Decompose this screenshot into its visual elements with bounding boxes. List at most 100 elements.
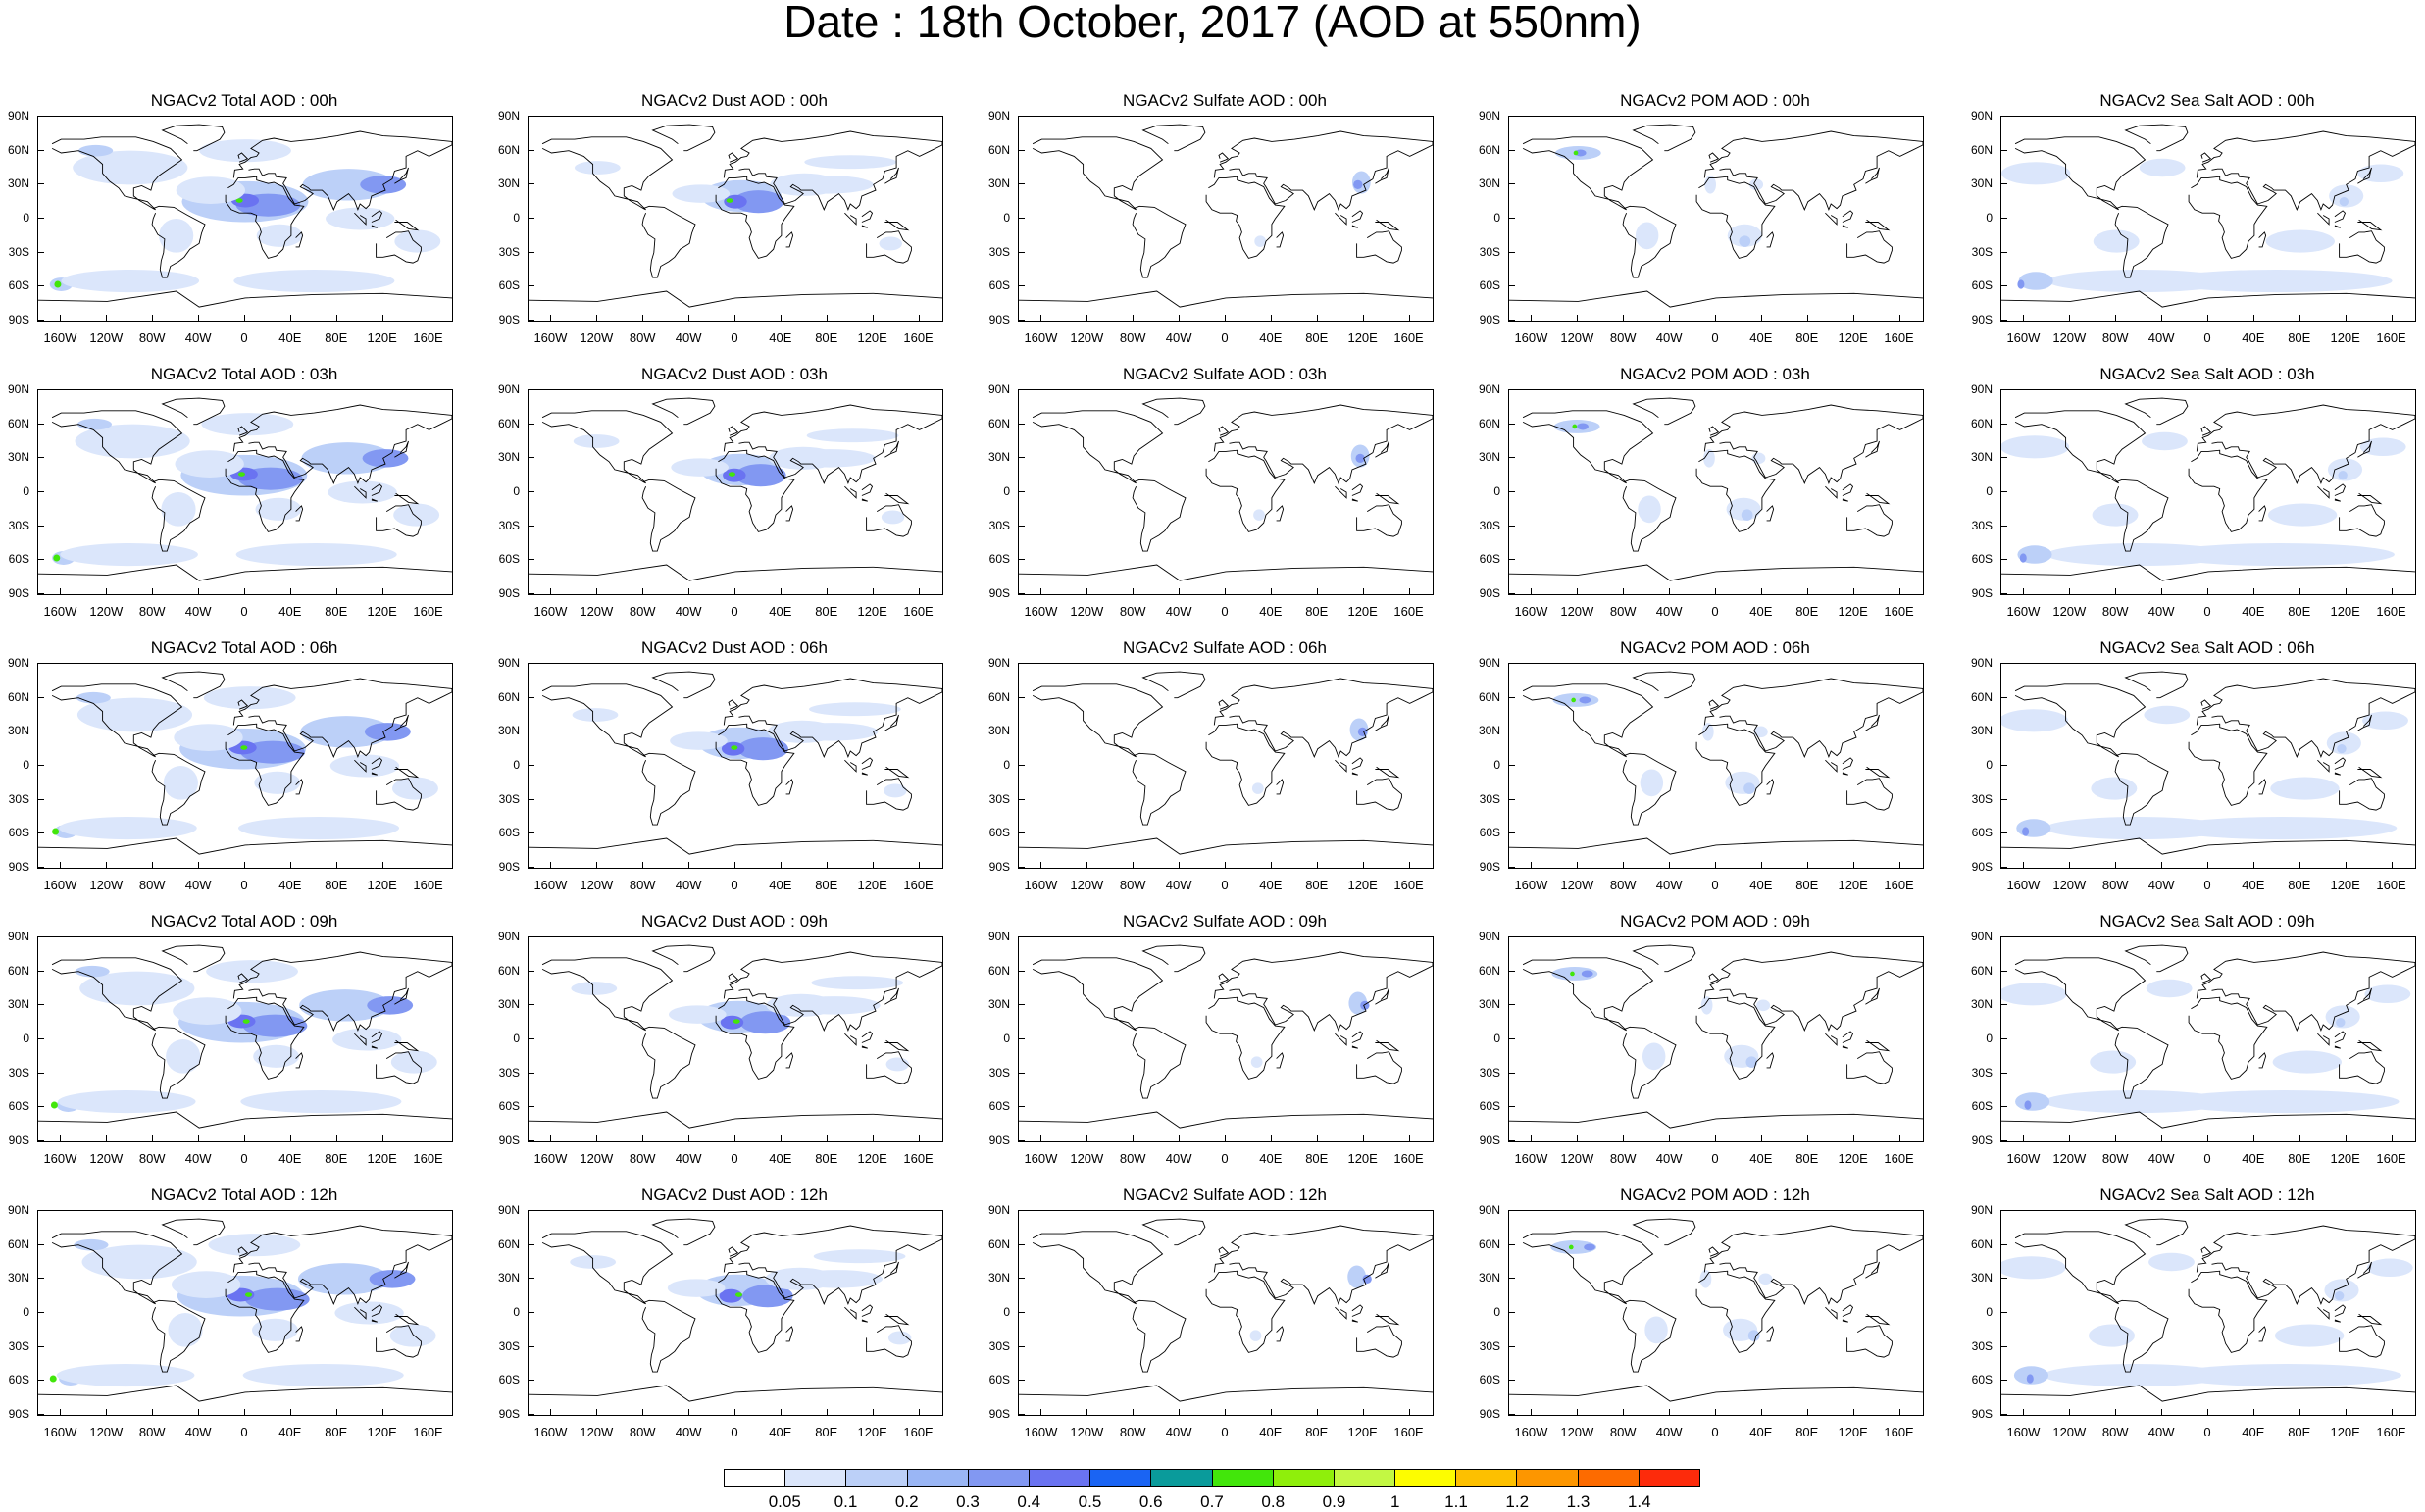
lat-tick-label: 30N [987,450,1010,465]
aod-plume [1355,453,1365,463]
lon-tick [60,315,61,321]
coastline [1842,1319,1848,1323]
lon-tick [1623,588,1624,594]
coastline [785,1326,794,1342]
lat-tick-label: 60N [1478,963,1500,978]
lon-tick-label: 40W [675,604,702,619]
aod-plume [785,723,879,741]
lon-tick-label: 80W [1119,1151,1146,1166]
lat-tick-label: 30S [1971,1065,1993,1080]
aod-plume [2166,817,2398,840]
aod-plume [245,1287,310,1311]
lon-tick [198,1135,199,1141]
aod-plume [2024,1100,2032,1110]
coastline [728,152,739,163]
lat-tick-label: 60N [497,1236,520,1251]
lat-tick [1509,218,1515,219]
lat-tick-label: 30S [1479,244,1500,259]
lon-tick-label: 80E [1795,1151,1819,1166]
lon-tick [919,315,920,321]
lon-tick [152,588,153,594]
lat-tick [2001,457,2007,458]
aod-plume [332,1028,402,1051]
lat-tick-label: 90S [8,1407,29,1421]
coastline [641,479,696,552]
lat-tick [38,1244,44,1245]
lon-tick-label: 40E [1259,1425,1283,1439]
lat-tick-label: 90N [1478,656,1500,670]
lat-tick [1019,183,1025,184]
lat-tick-label: 30N [1970,1271,1993,1285]
lat-tick-label: 90S [8,586,29,600]
lat-tick-label: 30S [498,1065,520,1080]
sulfate-panel-title: NGACv2 Sulfate AOD : 06h [1123,638,1327,657]
lon-tick-label: 80W [2101,1151,2129,1166]
lat-tick-label: 90N [7,382,29,396]
lon-tick [1409,315,1410,321]
aod-plume [300,716,393,748]
coastline [541,957,674,1032]
lat-tick [529,832,534,833]
aod-plume [2171,1364,2401,1387]
lat-tick [529,663,534,664]
coastline [1766,1326,1775,1342]
lon-tick [688,862,689,868]
coastline [2339,230,2385,264]
lat-tick-label: 60S [8,278,29,293]
lat-tick [1509,697,1515,698]
coastline [1622,1299,1677,1373]
aod-plume [1571,697,1576,703]
coastline [225,723,305,806]
coastline [861,1031,874,1043]
aod-plume [203,686,296,710]
lon-tick-label: 120W [2052,878,2087,892]
coastline [884,1261,899,1279]
coastline [651,671,716,699]
pom-map-panel [1508,936,1924,1142]
lon-tick [1040,588,1041,594]
coastline [723,1225,942,1306]
lat-tick [1019,1380,1025,1381]
lat-tick [529,1140,534,1141]
aod-plume [393,503,440,527]
coastline [2317,1033,2330,1046]
coastline [2357,1313,2383,1326]
aod-plume [1579,696,1591,704]
lon-tick [1807,315,1808,321]
dust-map-panel [528,116,943,322]
lat-tick [529,1004,534,1005]
lat-tick-label: 30S [988,1065,1010,1080]
lon-tick-label: 0 [1711,1151,1719,1166]
aod-plume [2364,984,2411,1004]
coastline [844,1306,857,1320]
coastline [1509,290,1923,308]
lat-tick [1019,663,1025,664]
aod-plume [2336,1018,2346,1028]
lat-tick-label: 60S [988,278,1010,293]
coastline [225,449,305,532]
coastline [2200,152,2212,163]
coastline [2334,1045,2341,1049]
coastline [51,1231,183,1305]
lat-tick [1509,1414,1515,1415]
lon-tick-label: 160E [2376,604,2406,619]
lon-tick [336,862,337,868]
aod-plume [235,543,397,567]
lat-tick-label: 30S [1479,791,1500,806]
coastline [1825,485,1838,499]
lat-tick [38,697,44,698]
lon-tick [336,1135,337,1141]
lon-tick-label: 80E [2288,604,2311,619]
coastline [884,1313,910,1326]
lat-tick-label: 60N [1478,416,1500,430]
coastline [1335,759,1347,773]
lat-tick [2001,252,2007,253]
lat-tick-label: 30S [988,244,1010,259]
lon-tick [734,1409,735,1415]
lon-tick [1225,315,1226,321]
lon-tick-label: 0 [1711,878,1719,892]
lon-tick-label: 160E [413,1151,443,1166]
lat-tick [529,799,534,800]
aod-plume [175,450,244,478]
aod-plume [2017,279,2025,289]
